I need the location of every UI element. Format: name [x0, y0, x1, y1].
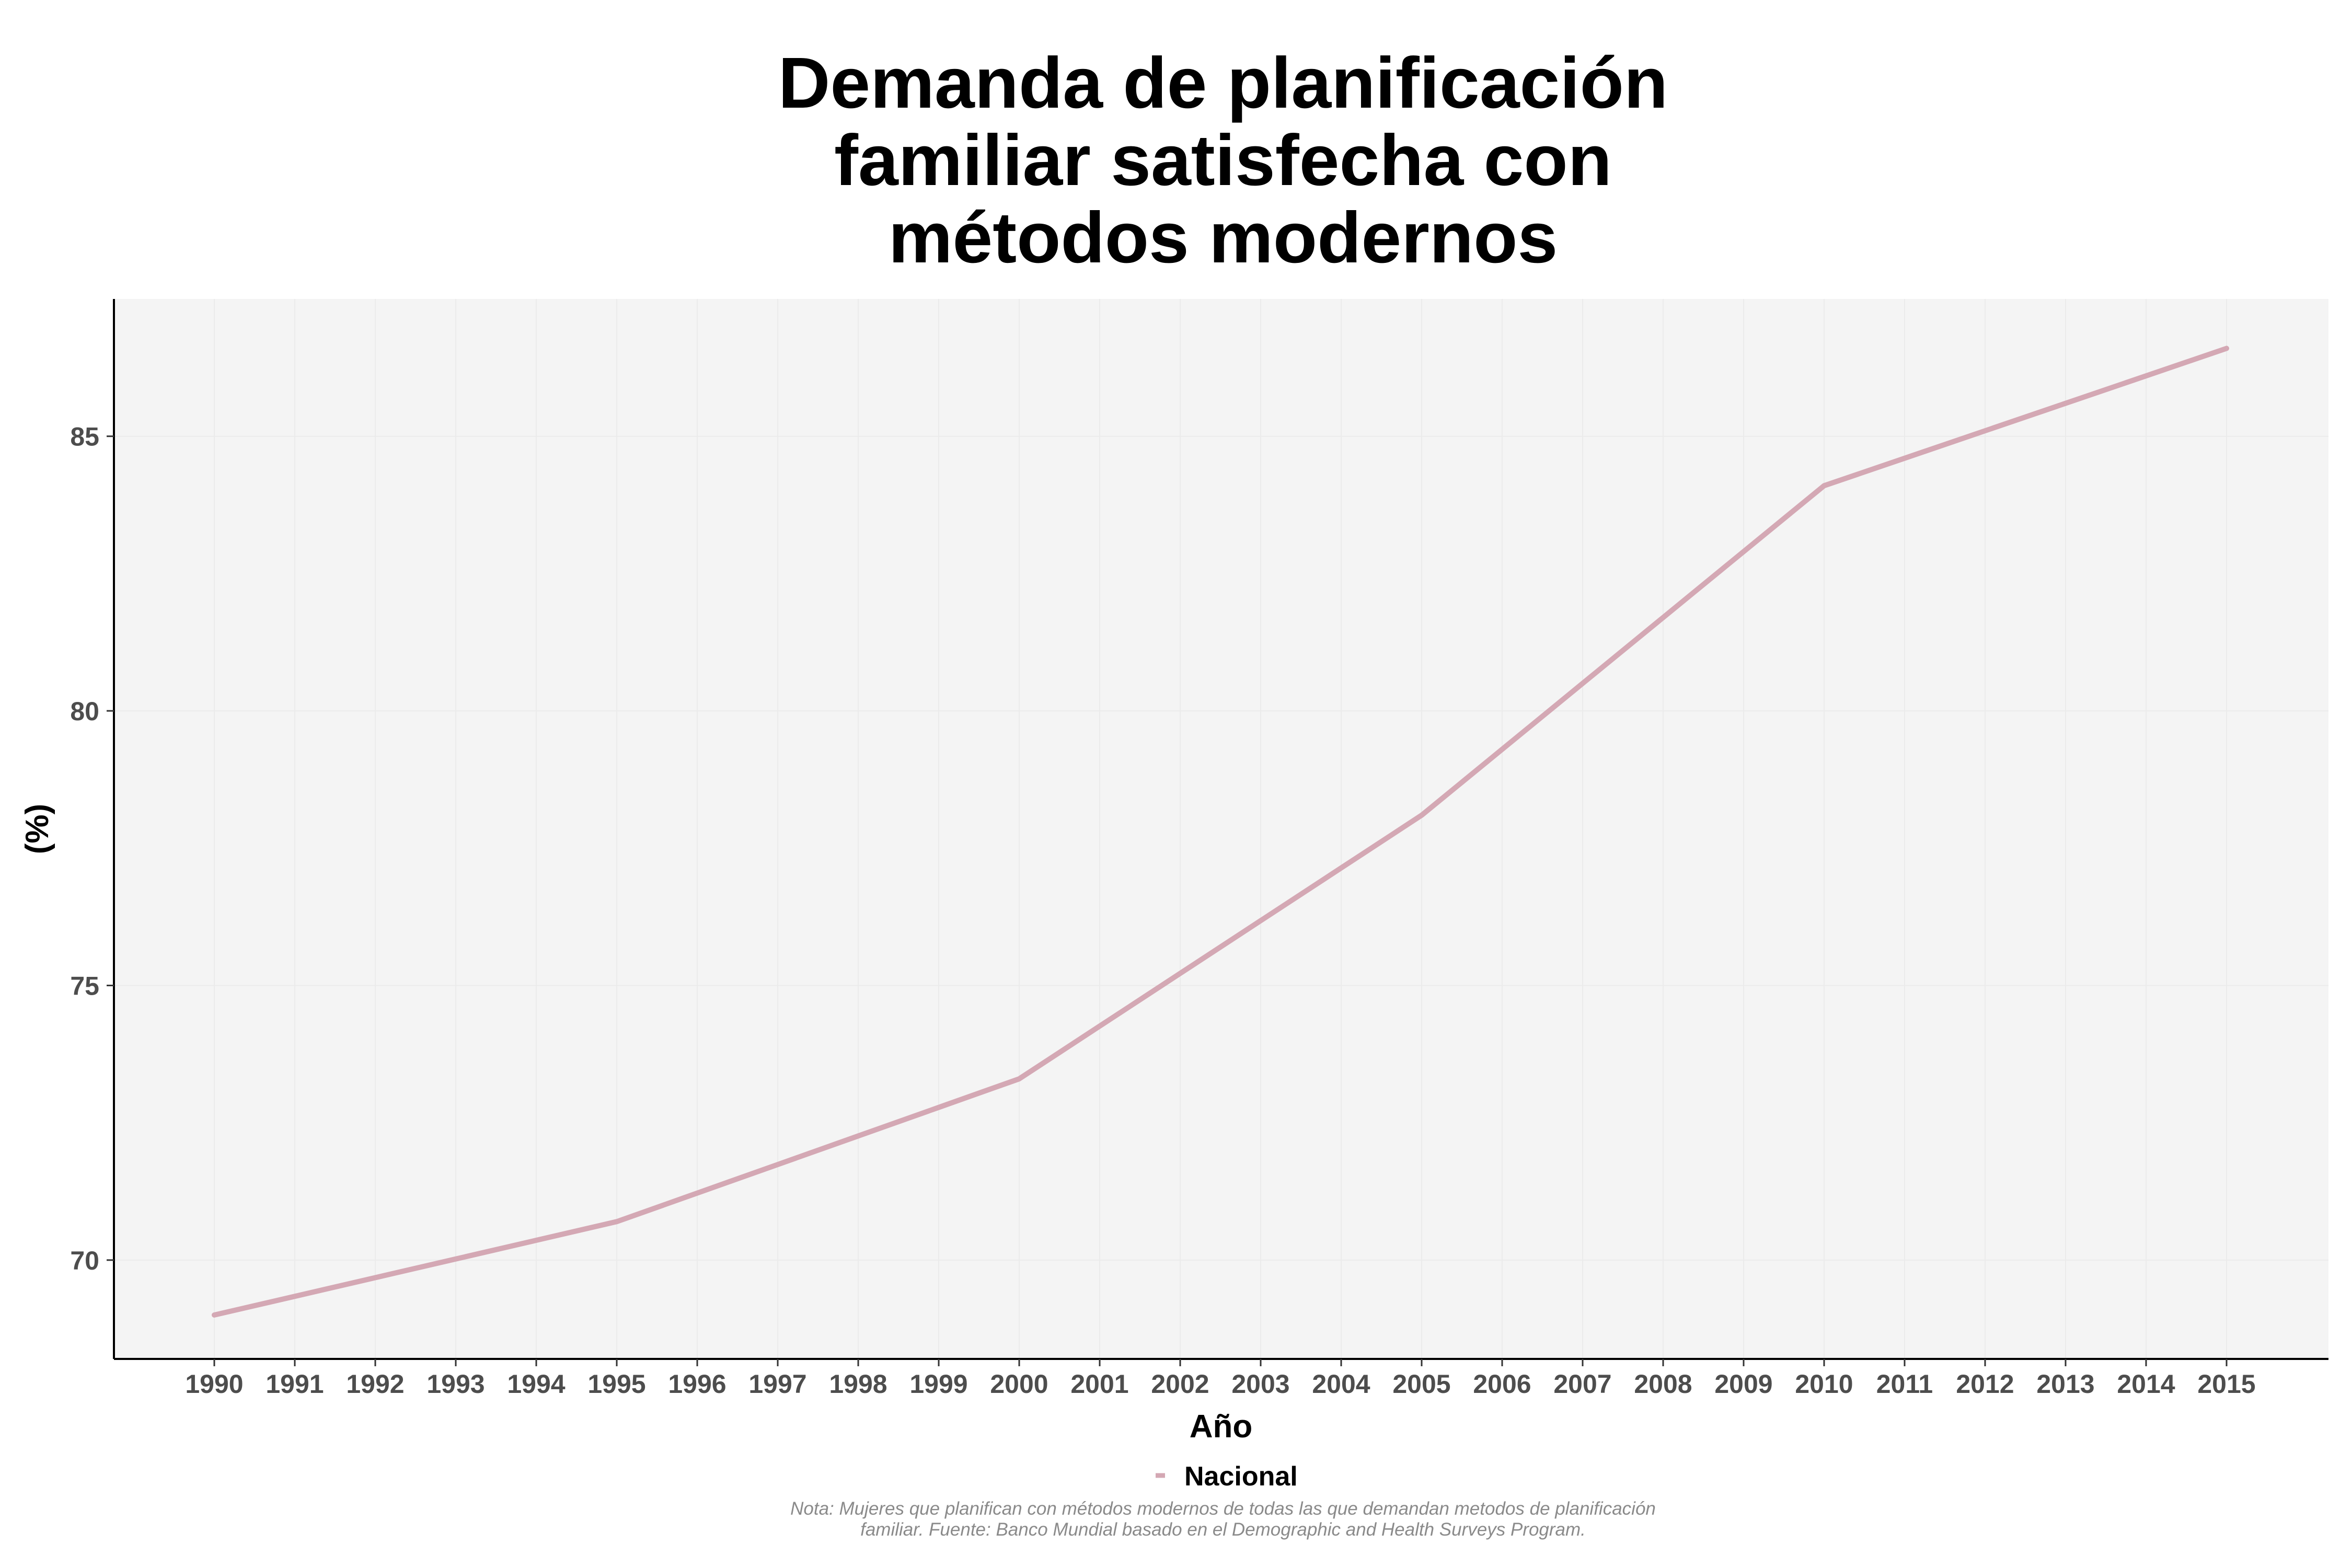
x-tick-label: 2007: [1553, 1369, 1611, 1399]
x-tick-label: 2013: [2036, 1369, 2094, 1399]
x-tick-label: 2002: [1151, 1369, 1209, 1399]
x-tick-label: 2000: [990, 1369, 1048, 1399]
x-tick-label: 1993: [426, 1369, 485, 1399]
x-tick-label: 2008: [1634, 1369, 1692, 1399]
y-axis-label: (%): [19, 804, 55, 854]
series-line-nacional: [212, 345, 2229, 1318]
x-tick-label: 2010: [1795, 1369, 1853, 1399]
x-tick-label: 1994: [507, 1369, 565, 1399]
x-axis-label: Año: [1190, 1409, 1253, 1445]
x-tick-label: 2011: [1876, 1369, 1933, 1399]
x-tick-label: 2015: [2197, 1369, 2255, 1399]
footnote-line: Nota: Mujeres que planifican con métodos…: [790, 1498, 1656, 1519]
x-tick-label: 1998: [829, 1369, 887, 1399]
plot-background: [114, 299, 2328, 1359]
x-tick-label: 2012: [1956, 1369, 2014, 1399]
chart-title: Demanda de planificación familiar satisf…: [544, 44, 1903, 276]
x-tick-label: 1999: [909, 1369, 967, 1399]
x-tick-label: 2001: [1070, 1369, 1128, 1399]
x-tick-label: 2005: [1392, 1369, 1450, 1399]
footnote-line: familiar. Fuente: Banco Mundial basado e…: [860, 1519, 1586, 1540]
x-tick-label: 1996: [668, 1369, 726, 1399]
chart-title-line: Demanda de planificación: [778, 43, 1668, 123]
x-tick-label: 2003: [1231, 1369, 1289, 1399]
x-tick-label: 2004: [1312, 1369, 1370, 1399]
x-tick-label: 1997: [748, 1369, 806, 1399]
x-tick-label: 2014: [2117, 1369, 2175, 1399]
series-layer: [212, 345, 2229, 1318]
x-tick-label: 2006: [1473, 1369, 1531, 1399]
y-tick-label: 80: [70, 697, 99, 726]
x-tick-label: 1992: [346, 1369, 404, 1399]
chart-title-line: métodos modernos: [888, 198, 1558, 278]
x-tick-label: 1990: [185, 1369, 243, 1399]
chart-footnote: Nota: Mujeres que planifican con métodos…: [648, 1498, 1798, 1540]
legend-label: Nacional: [1184, 1461, 1298, 1492]
x-tick-label: 1995: [587, 1369, 645, 1399]
y-tick-label: 70: [70, 1246, 99, 1275]
x-tick-label: 2009: [1714, 1369, 1772, 1399]
axis-ticks: 1990 1991 1992 1993 1994 1995 1996 1997 1998 1999…: [70, 422, 2255, 1399]
y-tick-label: 75: [70, 971, 99, 1000]
x-tick-label: 1991: [266, 1369, 324, 1399]
y-tick-label: 85: [70, 422, 99, 452]
legend: Nacional: [1156, 1461, 1298, 1492]
chart-title-line: familiar satisfecha con: [834, 120, 1612, 201]
grid-lines: [114, 299, 2328, 1359]
